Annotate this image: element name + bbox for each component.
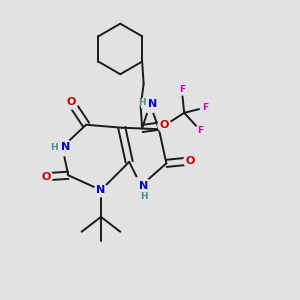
Text: O: O [41,172,51,182]
Circle shape [141,95,159,113]
Text: F: F [179,85,185,94]
Text: N: N [148,99,158,109]
Circle shape [53,138,71,156]
Circle shape [39,170,52,183]
Circle shape [176,84,187,95]
Circle shape [184,154,197,167]
Text: N: N [96,185,106,195]
Circle shape [65,96,78,109]
Circle shape [158,119,171,132]
Text: H: H [50,142,58,152]
Circle shape [195,125,206,136]
Text: H: H [138,98,146,107]
Text: F: F [197,126,204,135]
Text: O: O [160,121,169,130]
Circle shape [132,177,150,195]
Text: N: N [61,142,70,152]
Circle shape [200,102,211,113]
Text: H: H [140,192,148,201]
Text: O: O [185,156,195,166]
Text: F: F [202,103,208,112]
Text: O: O [67,98,76,107]
Text: N: N [140,181,149,191]
Circle shape [94,184,107,197]
